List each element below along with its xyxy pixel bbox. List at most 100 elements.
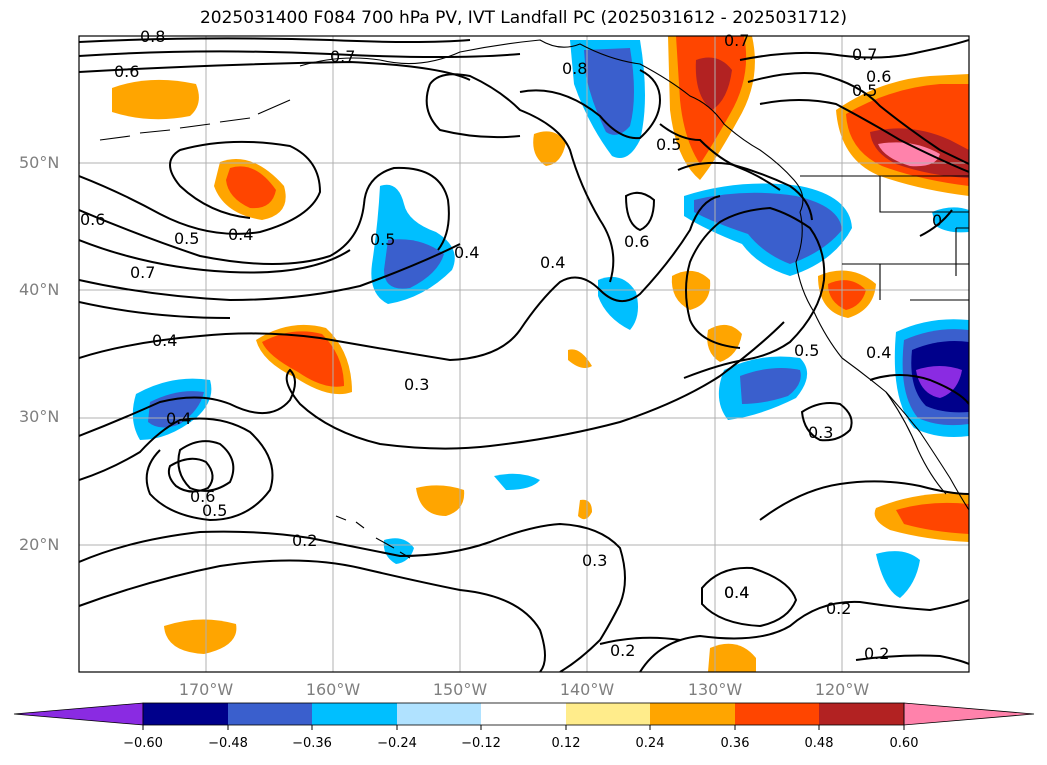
pos-patch (707, 324, 742, 362)
pv-filled-field (112, 36, 969, 672)
colorbar-segment (312, 703, 397, 725)
contour-line (701, 566, 798, 628)
neg-patch (494, 473, 540, 490)
contour-label: 0.4 (866, 343, 891, 362)
contour-line (759, 480, 969, 521)
contour-label: 0.2 (864, 644, 889, 663)
contour-line (639, 599, 969, 672)
map-frame (78, 35, 970, 673)
colorbar-tick-label: −0.24 (377, 736, 417, 751)
hawaii (335, 515, 411, 559)
contour-line (599, 636, 681, 645)
contour-label: 0.3 (808, 423, 833, 442)
contour-label: 0.6 (80, 210, 105, 229)
lat-label-40n: 40°N (19, 280, 60, 299)
contour-label: 0.5 (370, 230, 395, 249)
contour-label: 0.5 (656, 135, 681, 154)
pos-patch (533, 131, 566, 166)
colorbar-under-arrow (13, 702, 144, 726)
contour-line (79, 140, 322, 235)
neg-patch (584, 48, 634, 135)
contour-line (167, 457, 214, 493)
contour-label: 0.5 (202, 501, 227, 520)
contour-label: 0.4 (454, 243, 479, 262)
contour-line (79, 417, 274, 522)
contour-label: 0.7 (130, 263, 155, 282)
lon-label-140w: 140°W (559, 680, 615, 699)
contour-line (79, 195, 721, 362)
lon-label-160w: 160°W (305, 680, 361, 699)
colorbar-segment (819, 703, 904, 725)
contour-line (79, 321, 785, 450)
colorbar-tick-label: −0.12 (461, 736, 501, 751)
contour-line (683, 206, 826, 379)
colorbar-segment (228, 703, 312, 725)
colorbar-segment (143, 703, 228, 725)
coastlines (99, 39, 969, 559)
colorbar-tick-label: −0.48 (208, 736, 248, 751)
contour-label: 0.7 (330, 47, 355, 66)
colorbar-tick-label: 0.12 (551, 736, 581, 751)
contour-line (919, 209, 953, 237)
contour-line (79, 60, 471, 81)
contour-line (869, 374, 969, 405)
contour-line (425, 83, 521, 139)
contour-label: 0.8 (562, 59, 587, 78)
contour-line (519, 69, 662, 140)
pos-patch (695, 57, 732, 110)
contour-line (800, 402, 853, 442)
contour-label: 0.6 (114, 62, 139, 81)
colorbar-tick-label: −0.60 (123, 736, 163, 751)
contour-line (747, 72, 969, 165)
contour-label: 0.4 (152, 331, 177, 350)
contour-label: 0.2 (610, 641, 635, 660)
contour-line (624, 191, 656, 232)
west-coast (795, 211, 969, 511)
pos-patch (568, 349, 592, 368)
contour-label: 0.4 (540, 253, 565, 272)
contour-label: 0.4 (228, 225, 253, 244)
contour-label: 0.3 (404, 375, 429, 394)
contour-label: 0.2 (826, 599, 851, 618)
pos-patch (164, 619, 237, 654)
contour-line (177, 440, 235, 492)
pos-patch (708, 643, 756, 672)
neg-patch (740, 368, 801, 404)
contour-label: 0.4 (166, 409, 191, 428)
contour-label: 0.4 (724, 583, 749, 602)
neg-patch (694, 192, 842, 264)
contour-label: 0.6 (866, 67, 891, 86)
contour-line (79, 522, 626, 672)
colorbar-tick-label: 0.24 (635, 736, 665, 751)
colorbar-tick-label: 0.60 (889, 736, 919, 751)
lon-label-120w: 120°W (814, 680, 870, 699)
neg-patch (876, 551, 920, 598)
contour-label: 0.5 (852, 81, 877, 100)
colorbar-tick-label: −0.36 (292, 736, 332, 751)
contour-line (79, 37, 471, 43)
pos-patch (578, 499, 592, 520)
neg-patch (383, 538, 414, 564)
contour-label: 0.7 (852, 45, 877, 64)
contour-label: 0.6 (190, 487, 215, 506)
contour-label: 0.6 (624, 232, 649, 251)
contour-line (855, 654, 969, 665)
lon-label-150w: 150°W (432, 680, 488, 699)
baja (885, 391, 947, 495)
pos-patch (262, 331, 344, 387)
aleutians (99, 99, 291, 141)
canada-border (800, 175, 969, 213)
colorbar (13, 702, 1035, 730)
lat-label-50n: 50°N (19, 153, 60, 172)
map-title: 2025031400 F084 700 hPa PV, IVT Landfall… (199, 8, 847, 28)
contour-line (79, 301, 231, 319)
neg-patch (598, 276, 638, 330)
contour-line (79, 239, 351, 274)
gridlines (79, 36, 969, 672)
colorbar-tick-label: 0.48 (804, 736, 834, 751)
contour-label: 0.2 (292, 531, 317, 550)
pos-patch (416, 485, 465, 516)
us-borders (842, 227, 969, 301)
pos-patch (112, 79, 199, 120)
